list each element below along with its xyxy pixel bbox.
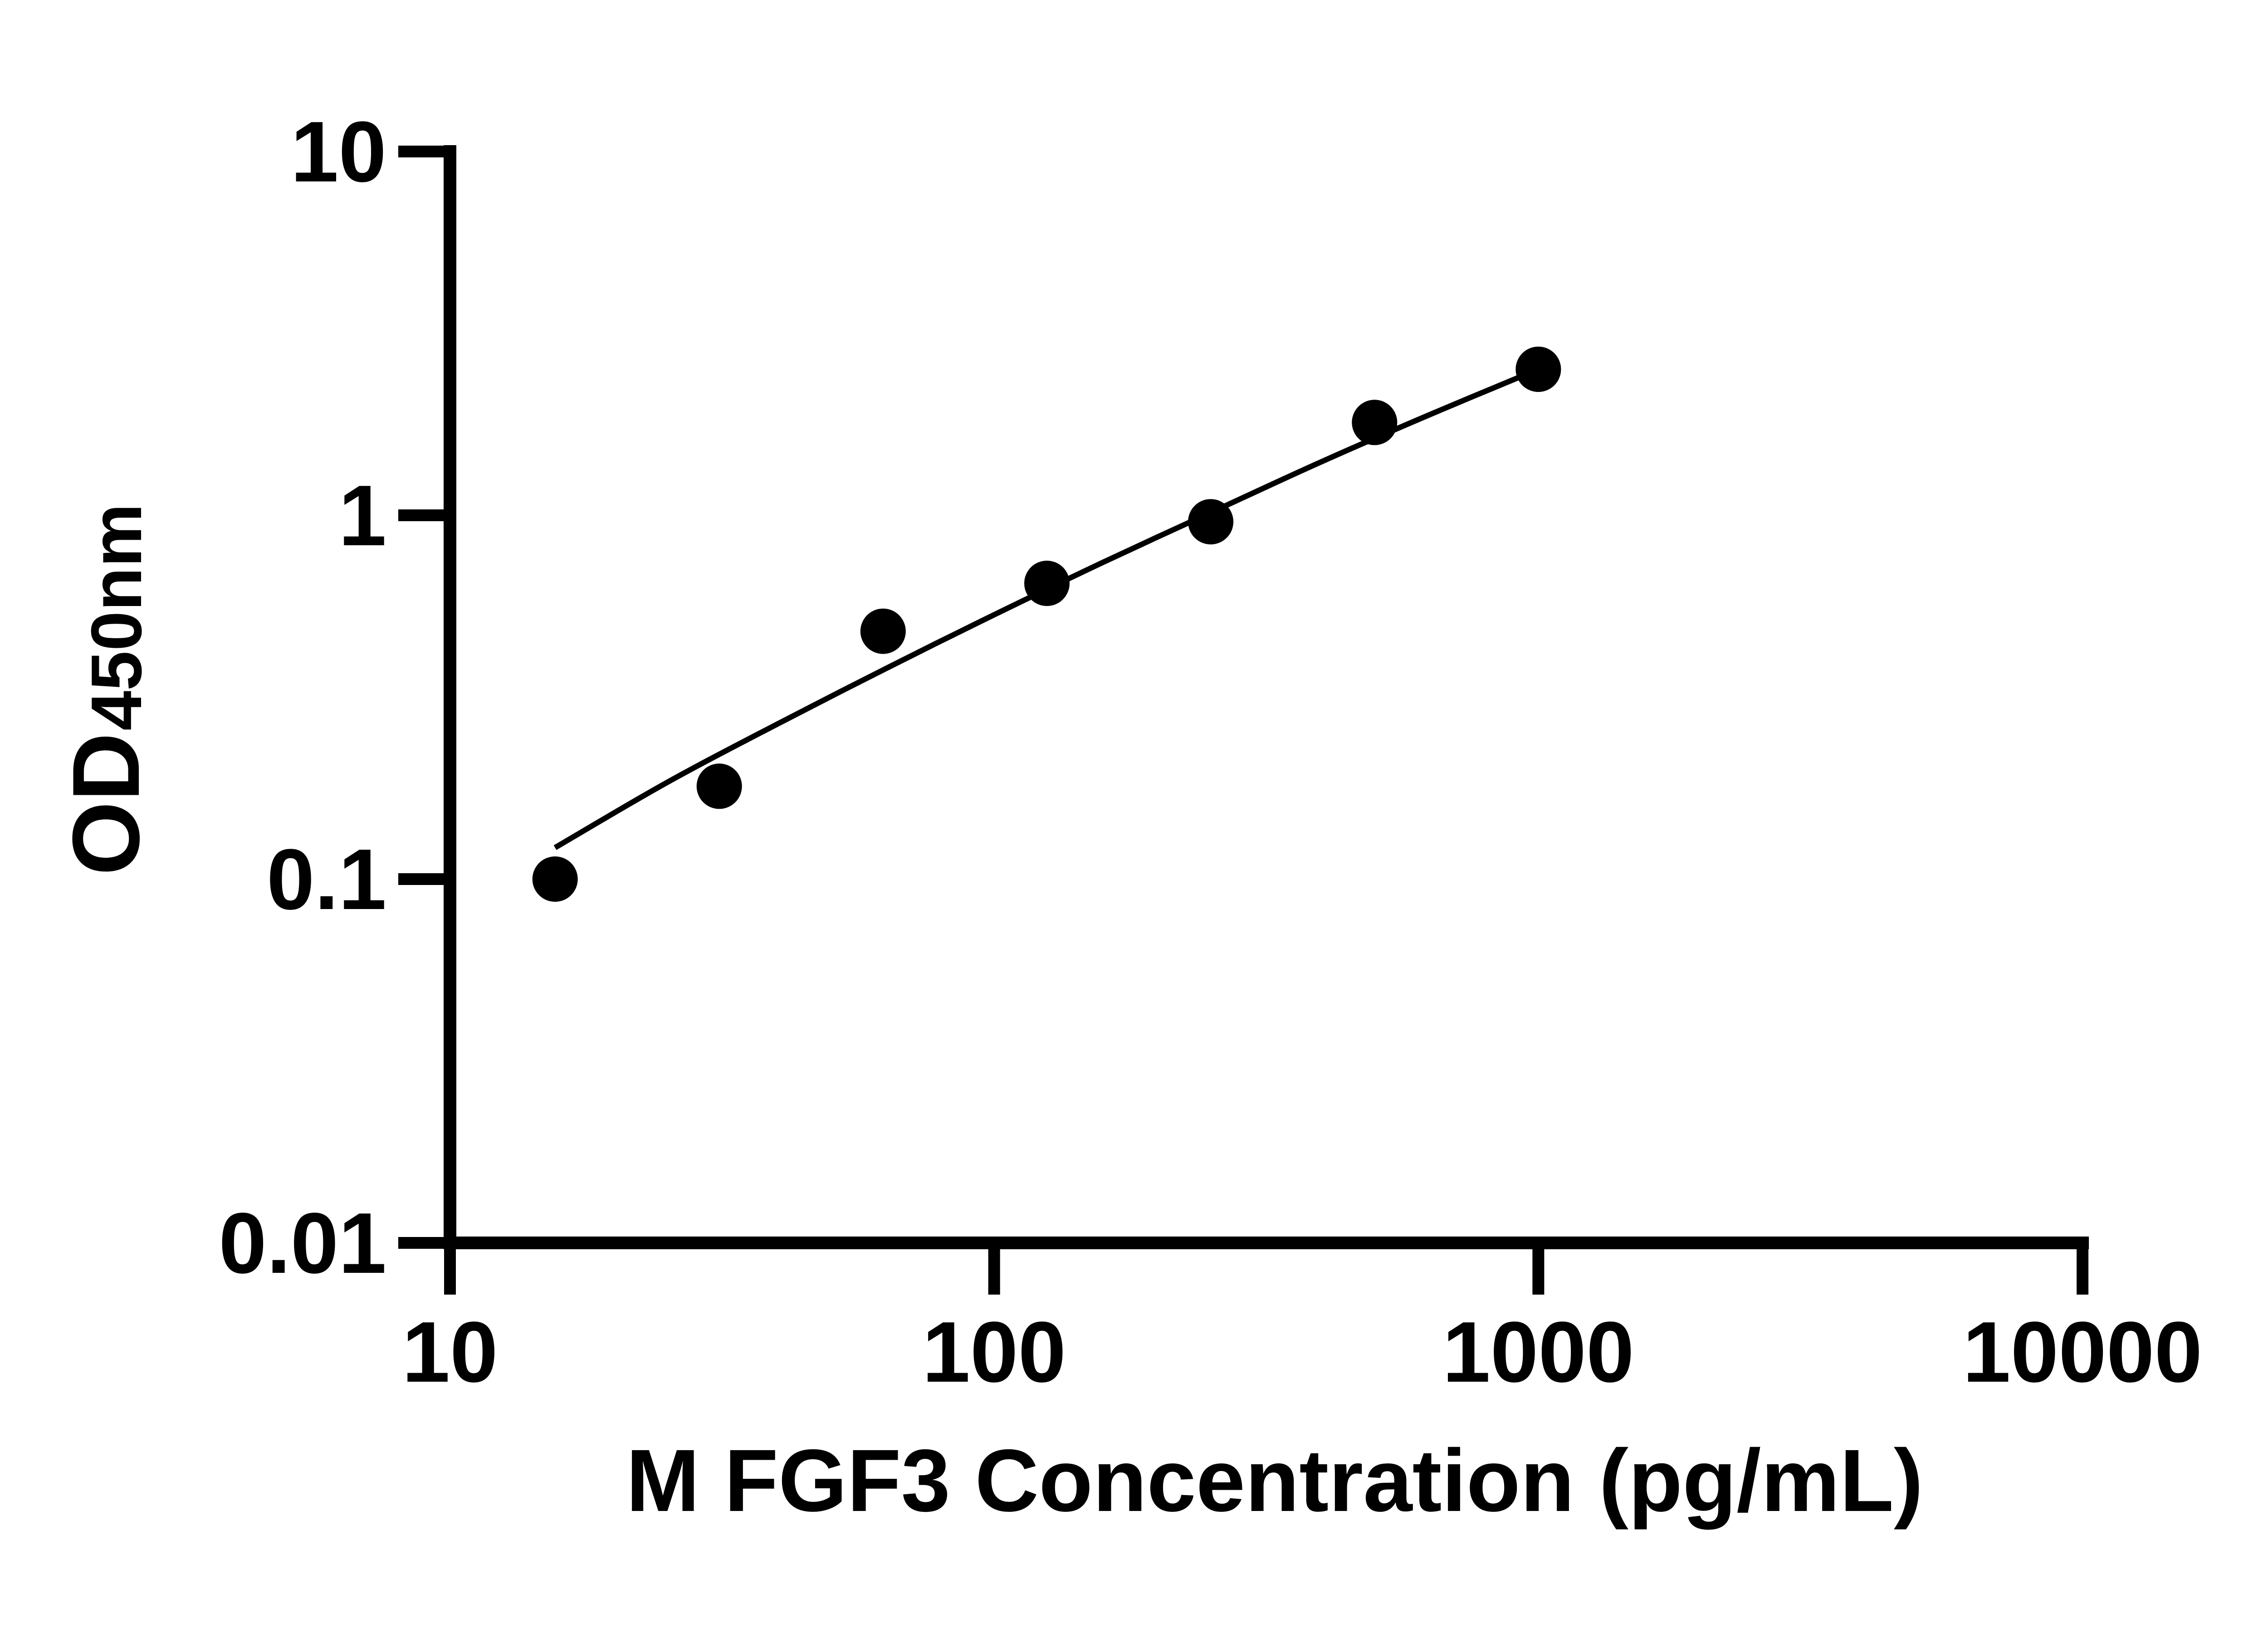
- y-axis-title: OD 450nm: [53, 504, 159, 875]
- y-tick-label-10: 10: [291, 104, 386, 200]
- y-axis-title-main: OD: [53, 733, 159, 875]
- data-point-marker-4: [1024, 561, 1070, 606]
- x-tick-label-10: 10: [402, 1304, 498, 1400]
- y-tick-label-0.1: 0.1: [267, 831, 386, 928]
- axes-layer: [444, 145, 2089, 1249]
- data-points-layer: [532, 347, 1561, 902]
- data-point-marker-1: [532, 856, 578, 902]
- y-tick-label-1: 1: [338, 468, 386, 564]
- y-tick-label-0.01: 0.01: [219, 1195, 386, 1291]
- data-point-marker-3: [860, 608, 906, 654]
- x-tick-label-100: 100: [922, 1304, 1066, 1400]
- x-tick-label-1000: 1000: [1442, 1304, 1634, 1400]
- y-axis-title-subscript: 450nm: [77, 504, 156, 731]
- data-point-marker-5: [1188, 499, 1234, 545]
- data-point-marker-7: [1515, 347, 1561, 392]
- ticks-layer: [398, 146, 2089, 1295]
- tick-labels-layer: 10 100 1000 10000 10 1 0.1 0.01: [219, 104, 2202, 1400]
- x-axis-title: M FGF3 Concentration (pg/mL): [626, 1431, 1923, 1530]
- x-tick-label-10000: 10000: [1963, 1304, 2202, 1400]
- data-point-marker-2: [696, 763, 742, 809]
- data-point-marker-6: [1352, 400, 1398, 445]
